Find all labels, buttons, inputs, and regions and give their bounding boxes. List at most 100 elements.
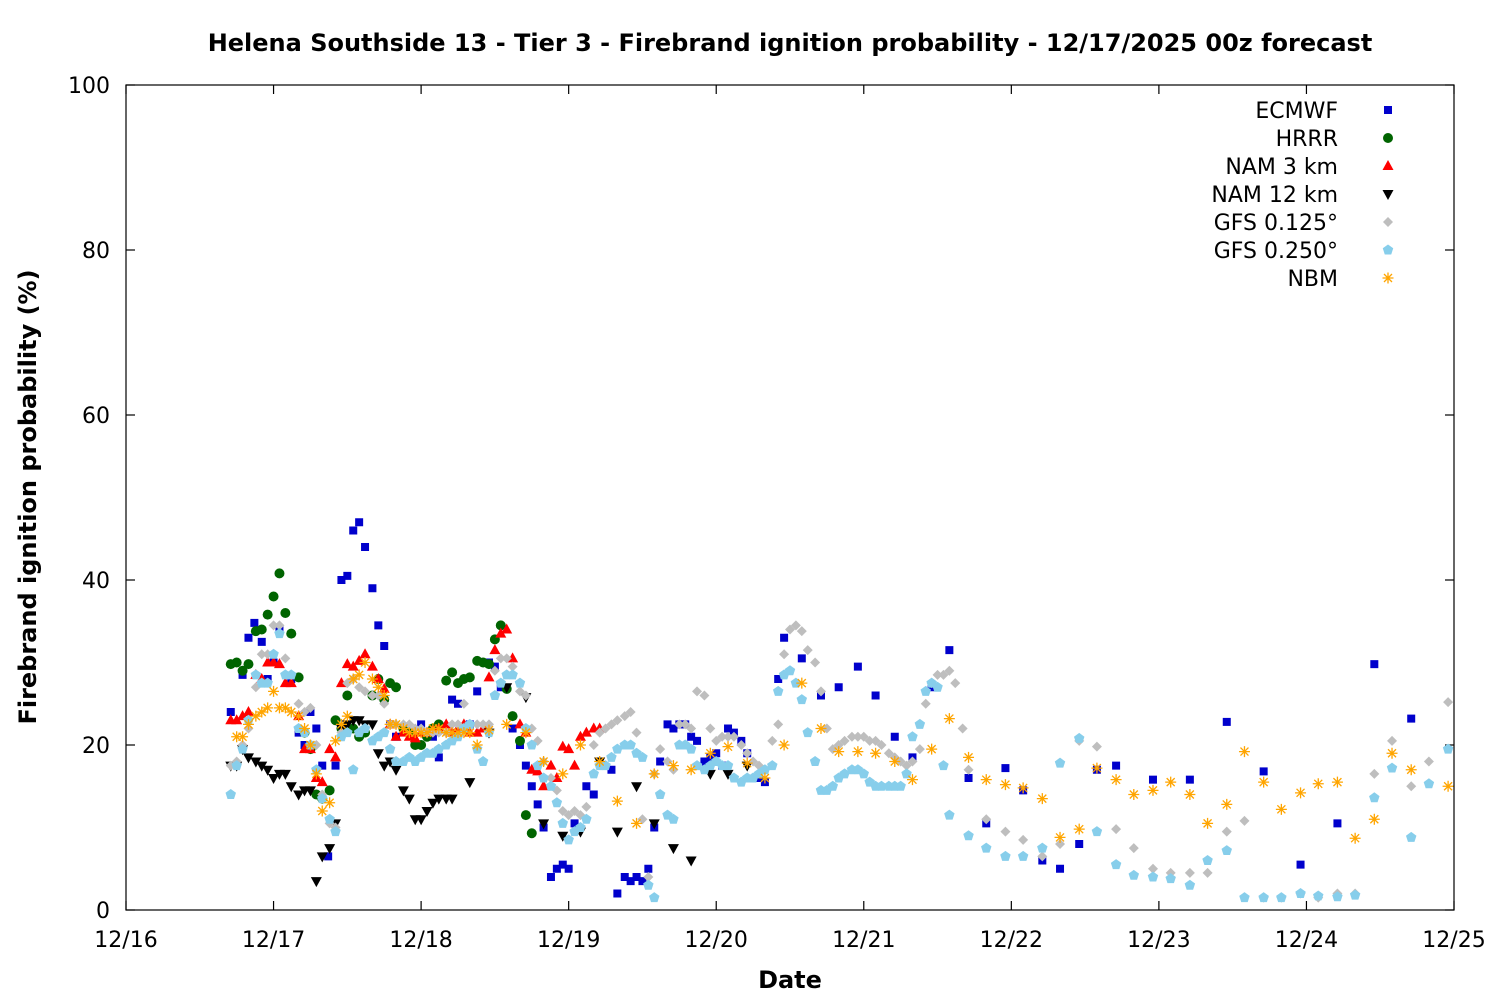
data-point [1055,839,1066,849]
data-point [1001,764,1010,773]
data-point [464,778,476,789]
data-point [920,685,931,696]
data-point [944,665,955,676]
data-point [588,768,599,779]
data-point [594,756,606,767]
data-point [324,785,335,796]
data-point [421,807,433,817]
data-point [366,660,378,671]
data-point [242,718,254,730]
data-point [668,813,679,824]
data-point [692,686,703,697]
data-point [864,735,875,746]
data-point [268,591,279,602]
data-point [237,743,248,754]
data-point [384,718,396,730]
data-point [1165,776,1177,788]
data-point [507,661,518,672]
data-point [391,682,402,693]
data-point [458,727,470,739]
data-point [538,780,550,791]
data-point [273,702,285,714]
data-point [262,677,273,688]
data-point [514,735,525,746]
data-point [368,584,377,593]
series-gfs-0-250- [225,628,1454,903]
data-point [1312,778,1324,790]
data-point [557,831,569,842]
data-point [1369,792,1380,803]
data-point [1184,789,1196,800]
data-point [262,702,274,714]
data-point [1148,775,1157,784]
data-point [1185,775,1194,784]
data-point [1295,787,1307,799]
data-point [570,819,579,828]
data-point [1184,879,1196,890]
data-point [772,685,784,696]
data-point [1110,774,1122,786]
legend-marker [1384,106,1392,114]
data-point [1017,850,1029,861]
data-point [250,618,259,627]
data-point [304,739,316,751]
data-point [359,657,371,668]
data-point [1386,747,1398,759]
data-point [612,743,623,754]
data-point [312,724,321,733]
data-point [1276,892,1287,903]
data-point [483,671,495,682]
data-point [963,764,974,775]
data-point [612,715,623,726]
data-point [774,675,783,683]
data-point [472,719,483,730]
data-point [1423,756,1434,767]
data-point [606,751,617,762]
data-point [1000,850,1011,861]
data-point [914,718,926,729]
data-point [938,669,949,680]
data-point [324,797,336,809]
data-point [626,877,635,886]
data-point [279,702,291,714]
data-point [520,690,531,701]
data-point [981,814,992,825]
data-point [433,743,445,754]
data-point [440,727,452,739]
data-point [723,731,734,742]
data-point [250,669,262,680]
data-point [944,809,955,820]
data-point [310,877,322,888]
data-point [631,727,642,738]
data-point [564,864,573,873]
data-point [355,518,364,527]
data-point [526,739,538,750]
data-point [316,776,328,787]
data-point [796,677,808,689]
data-point [656,757,665,766]
data-point [1442,743,1454,754]
data-point [538,772,549,783]
data-point [495,627,507,638]
legend-marker [1383,217,1393,227]
data-point [416,740,427,750]
data-point [372,749,384,760]
data-point [508,724,517,733]
x-tick-label: 12/19 [537,928,600,953]
data-point [274,620,285,631]
data-point [742,748,753,759]
data-point [999,779,1011,791]
data-point [895,780,906,791]
data-point [441,675,452,686]
data-point [464,718,476,729]
data-point [551,797,563,808]
data-point [785,624,795,635]
data-point [397,786,409,797]
data-point [722,760,734,771]
data-point [588,740,599,750]
data-point [1073,823,1085,835]
data-point [773,719,784,730]
legend-marker [1383,133,1393,143]
legend-marker [1382,160,1394,170]
data-point [1147,863,1158,874]
